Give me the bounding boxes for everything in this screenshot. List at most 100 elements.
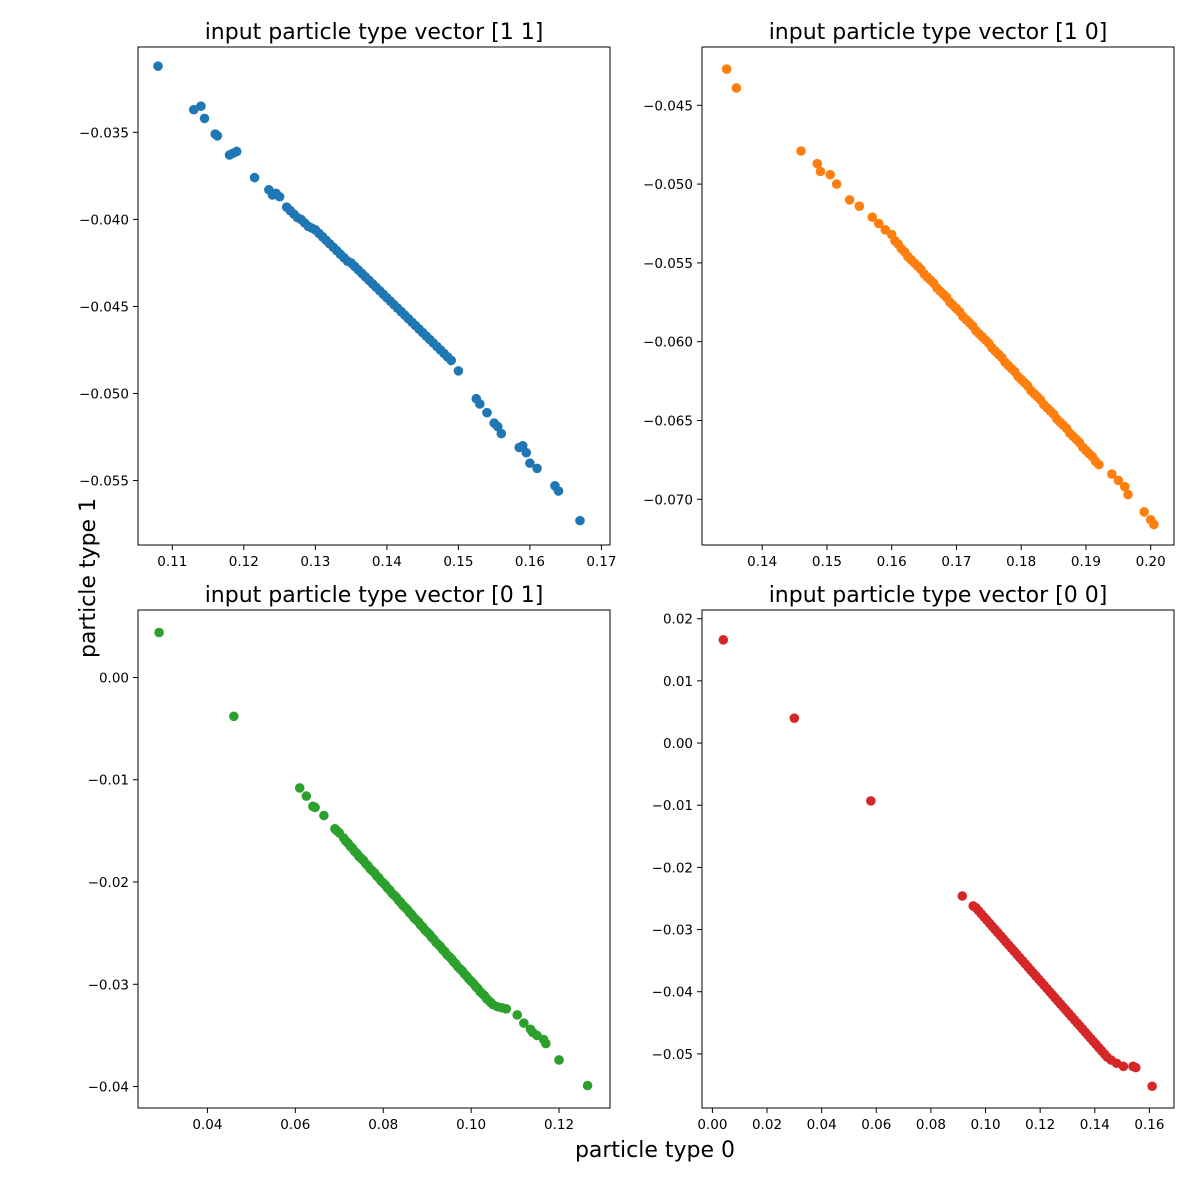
x-tick-label: 0.11 [157,554,187,570]
axes-frame [137,46,611,546]
y-tick-label: −0.01 [88,773,129,789]
data-point [844,195,855,205]
x-tick-label: 0.16 [1134,1117,1164,1133]
y-tick-label: −0.045 [79,299,129,315]
y-tick-label: −0.045 [643,98,693,114]
data-point [867,212,878,222]
scatter-series [721,64,1159,530]
data-point [532,463,542,474]
x-tick-label: 0.19 [1071,554,1101,570]
data-point [525,458,535,468]
x-tick-label: 0.17 [586,554,616,570]
data-point [866,796,876,806]
scatter-series [718,635,1157,1092]
data-point [301,791,312,801]
y-tick-label: −0.050 [79,387,129,403]
subplot-0: input particle type vector [1 1] 0.11 0.12… [79,20,616,570]
data-point [541,1038,551,1049]
data-point [228,148,238,159]
data-point [789,713,800,723]
y-tick-label: −0.065 [643,414,693,430]
x-tick-label: 0.12 [544,1117,574,1133]
data-point [274,191,285,202]
axes-frame [137,609,611,1109]
y-tick-label: −0.05 [652,1047,693,1063]
y-tick-label: −0.035 [79,125,129,141]
data-point [582,1080,593,1091]
data-point [718,635,729,645]
y-tick-label: 0.00 [99,670,129,686]
y-tick-label: −0.02 [88,875,129,891]
x-tick-label: 0.00 [697,1117,727,1133]
data-point [453,366,464,376]
data-point [1118,1061,1129,1072]
data-point [1147,1081,1157,1092]
y-tick-label: 0.00 [663,736,693,752]
data-point [319,810,329,821]
x-tick-label: 0.20 [1136,554,1166,570]
y-tick-label: −0.040 [79,212,129,228]
data-point [957,891,968,901]
data-point [249,172,260,183]
subplot-title: input particle type vector [0 1] [205,583,544,608]
data-point [721,64,732,74]
scatter-series [153,61,585,526]
x-tick-label: 0.10 [456,1117,486,1133]
y-tick-label: −0.055 [643,256,693,272]
axes-frame [701,609,1175,1109]
data-point [512,1010,523,1020]
x-tick-label: 0.16 [515,554,545,570]
y-tick-label: −0.04 [88,1080,129,1096]
data-point [519,1018,529,1028]
y-tick-label: −0.03 [652,923,693,939]
data-point [1119,481,1130,492]
data-point [815,166,826,177]
data-point [553,486,564,496]
x-tick-label: 0.13 [300,554,330,570]
y-tick-label: −0.050 [643,177,693,193]
data-point [731,83,742,93]
y-tick-label: −0.03 [88,977,129,993]
y-tick-label: −0.02 [652,860,693,876]
data-point [1130,1062,1141,1073]
data-point [199,113,210,124]
data-point [196,101,206,111]
data-point [854,201,865,211]
data-point [482,407,492,418]
data-point [1094,459,1104,470]
x-tick-label: 0.14 [372,554,402,570]
data-point [575,515,585,526]
subplot-title: input particle type vector [1 1] [205,20,544,45]
data-point [212,131,223,141]
x-tick-label: 0.16 [877,554,907,570]
y-tick-label: −0.060 [643,335,693,351]
subplot-grid: input particle type vector [1 1] 0.11 0.12… [79,20,1175,1133]
y-axis-label: particle type 1 [76,498,101,658]
x-tick-label: 0.04 [807,1117,837,1133]
data-point [873,218,884,229]
axes-frame [701,46,1175,546]
data-point [294,783,305,793]
subplot-3: input particle type vector [0 0] 0.00 0.02… [652,583,1175,1133]
x-tick-label: 0.02 [752,1117,782,1133]
data-point [831,179,842,189]
data-point [825,169,835,180]
x-tick-label: 0.14 [1080,1117,1110,1133]
x-tick-label: 0.18 [1006,554,1036,570]
x-tick-label: 0.15 [812,554,842,570]
subplot-title: input particle type vector [0 0] [769,583,1108,608]
x-tick-label: 0.14 [747,554,777,570]
scatter-series [154,627,593,1091]
data-point [554,1055,564,1065]
data-point [475,399,485,409]
subplot-2: input particle type vector [0 1] 0.04 0.06… [88,583,611,1133]
x-tick-label: 0.12 [1025,1117,1055,1133]
x-tick-label: 0.12 [229,554,259,570]
data-point [796,146,806,156]
x-tick-label: 0.15 [443,554,473,570]
x-tick-label: 0.04 [192,1117,222,1133]
data-point [153,61,163,71]
data-point [496,428,507,439]
